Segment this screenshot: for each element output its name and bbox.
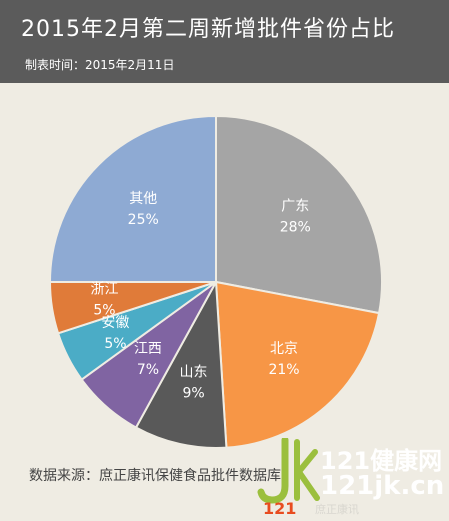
pie-slice-2 [134, 278, 228, 449]
slice-name-label: 江西 [134, 341, 162, 357]
slice-name-label: 山东 [180, 364, 208, 380]
chart-title: 2015年2月第二周新增批件省份占比 [21, 17, 395, 42]
slice-value-label: 5% [104, 336, 126, 352]
slice-value-label: 21% [268, 362, 299, 378]
slice-value-label: 28% [280, 219, 311, 235]
watermark-url: 121jk.cn [320, 471, 445, 501]
watermark-site-name: 121健康网 [320, 447, 443, 475]
chart-subtitle: 制表时间：2015年2月11日 [25, 58, 175, 72]
pie-slice-1 [214, 280, 381, 449]
svg-text:121: 121 [263, 499, 296, 516]
pie-slice-6 [48, 114, 217, 283]
data-source-note: 数据来源：庶正康讯保健食品批件数据库 [29, 468, 281, 484]
slice-name-label: 北京 [270, 341, 298, 357]
chart-header: 2015年2月第二周新增批件省份占比 制表时间：2015年2月11日 [0, 0, 449, 83]
slice-name-label: 广东 [281, 198, 309, 214]
watermark-small-text: 庶正康讯 [315, 503, 359, 516]
pie-slices [48, 114, 383, 449]
pie-slice-0 [215, 114, 383, 315]
slice-name-label: 浙江 [91, 282, 119, 298]
slice-value-label: 9% [182, 385, 204, 401]
slice-name-label: 其他 [129, 191, 157, 207]
slice-value-label: 25% [128, 212, 159, 228]
slice-value-label: 7% [137, 362, 159, 378]
jk-logo-icon: 121 [257, 438, 320, 516]
slice-name-label: 安徽 [101, 315, 129, 331]
slice-value-label: 5% [93, 303, 115, 319]
site-watermark: 121 121健康网 121jk.cn 庶正康讯 [255, 438, 445, 516]
